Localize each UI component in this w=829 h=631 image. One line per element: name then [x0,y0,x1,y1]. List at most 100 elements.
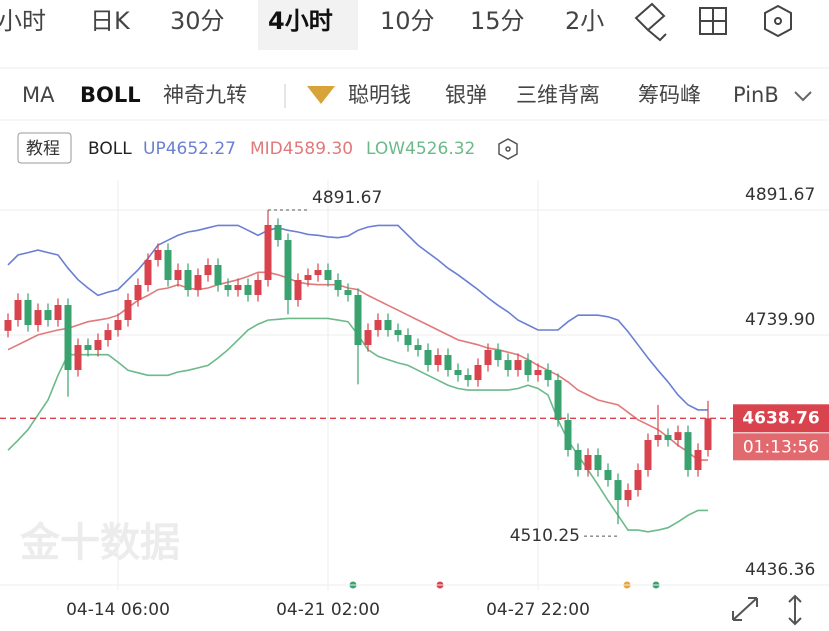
candle-body [494,349,502,361]
candle-body [364,330,372,346]
legend-low: LOW4526.32 [366,139,475,159]
candle-body [514,360,522,371]
candle-body [584,455,592,470]
legend-settings[interactable] [498,138,518,160]
candle-body [214,264,222,286]
settings-icon[interactable] [764,4,792,38]
candle-body [34,310,42,326]
x-tick-label: 04-27 22:00 [486,600,590,620]
candle-body [314,270,322,276]
candle-body [164,250,172,280]
candle-body [154,250,162,260]
candle-body [424,349,432,365]
candle-body [454,370,462,376]
indicator[interactable]: MA [22,83,55,107]
candle-body [474,364,482,381]
candle-body [14,299,22,321]
chevron[interactable] [794,91,812,102]
expand-icon[interactable] [732,597,758,621]
layout-icon[interactable] [699,7,727,35]
candle-body [194,275,202,291]
candle-body [104,330,112,341]
candle-body [644,440,652,470]
candle-body [4,320,12,331]
tutorial[interactable]: 教程 [26,139,60,159]
indicator[interactable]: PinB [733,83,779,107]
legend-up: UP4652.27 [143,139,236,159]
indicator[interactable]: 银弹 [445,83,487,107]
tab[interactable]: 日K [90,7,131,35]
candle-body [204,264,212,276]
last-price: 4638.76 [742,408,819,428]
candle-body [634,469,642,491]
plot [0,180,829,590]
boll-line [7,224,708,411]
candle-body [614,480,622,501]
candle-body [254,279,262,295]
candle-body [94,340,102,350]
candle-body [544,370,552,381]
candle-body [74,345,82,371]
indicator[interactable]: 聪明钱 [348,83,411,107]
candle-body [624,490,632,501]
candle-body [524,360,532,376]
x-tick-label: 04-14 06:00 [66,600,170,620]
candle-body [554,380,562,421]
candle-body [484,349,492,365]
candle-body [534,370,542,376]
watermark: 金十数据 [19,520,180,566]
draw-icon[interactable] [634,2,667,42]
candle-body [284,240,292,300]
tab[interactable]: 小时 [0,7,46,35]
candle-body [464,375,472,381]
candle-body [144,259,152,286]
y-tick-label: 4739.90 [745,310,815,330]
smart-money-icon [307,86,335,104]
tutorial-box[interactable] [17,132,72,164]
tab-active[interactable]: 4小时 [268,7,333,35]
candle-body [354,294,362,346]
candle-body [234,285,242,291]
candle-body [344,290,352,295]
tab[interactable]: 30分 [170,7,225,35]
x-tick-label: 04-21 02:00 [276,600,380,620]
y-tick-label: 4891.67 [745,185,815,205]
candle-body [184,270,192,291]
countdown: 01:13:56 [743,437,819,457]
indicator-active[interactable]: BOLL [80,83,141,107]
candle-body [394,330,402,336]
candle-body [244,285,252,295]
candle-body [124,299,132,321]
indicator[interactable]: 神奇九转 [163,83,247,107]
candle-body [574,449,582,470]
candle-body [404,335,412,346]
candle-body [84,345,92,350]
candle-body [174,270,182,280]
tab[interactable]: 15分 [470,7,525,35]
candle-body [444,355,452,371]
candle-body [594,455,602,470]
max-label: 4891.67 [312,188,382,208]
candle-body [224,285,232,291]
candle-body [504,360,512,371]
fade [790,78,829,114]
legend-mid: MID4589.30 [250,139,353,159]
tab[interactable]: 2小 [565,7,604,35]
legend-name: BOLL [88,139,132,159]
indicator[interactable]: 三维背离 [516,83,600,107]
candle-body [54,305,62,321]
indicator[interactable]: 筹码峰 [638,83,701,107]
scale-icon[interactable] [788,594,802,626]
candle-body [604,469,612,481]
candle-body [334,279,342,291]
candle-body [694,449,702,470]
candle-body [684,432,692,470]
candle-body [304,275,312,280]
tab[interactable]: 10分 [380,7,435,35]
candle-body [384,320,392,331]
candle-body [114,320,122,331]
candle-body [324,270,332,280]
countdown-box [733,433,829,461]
min-label: 4510.25 [510,526,580,546]
